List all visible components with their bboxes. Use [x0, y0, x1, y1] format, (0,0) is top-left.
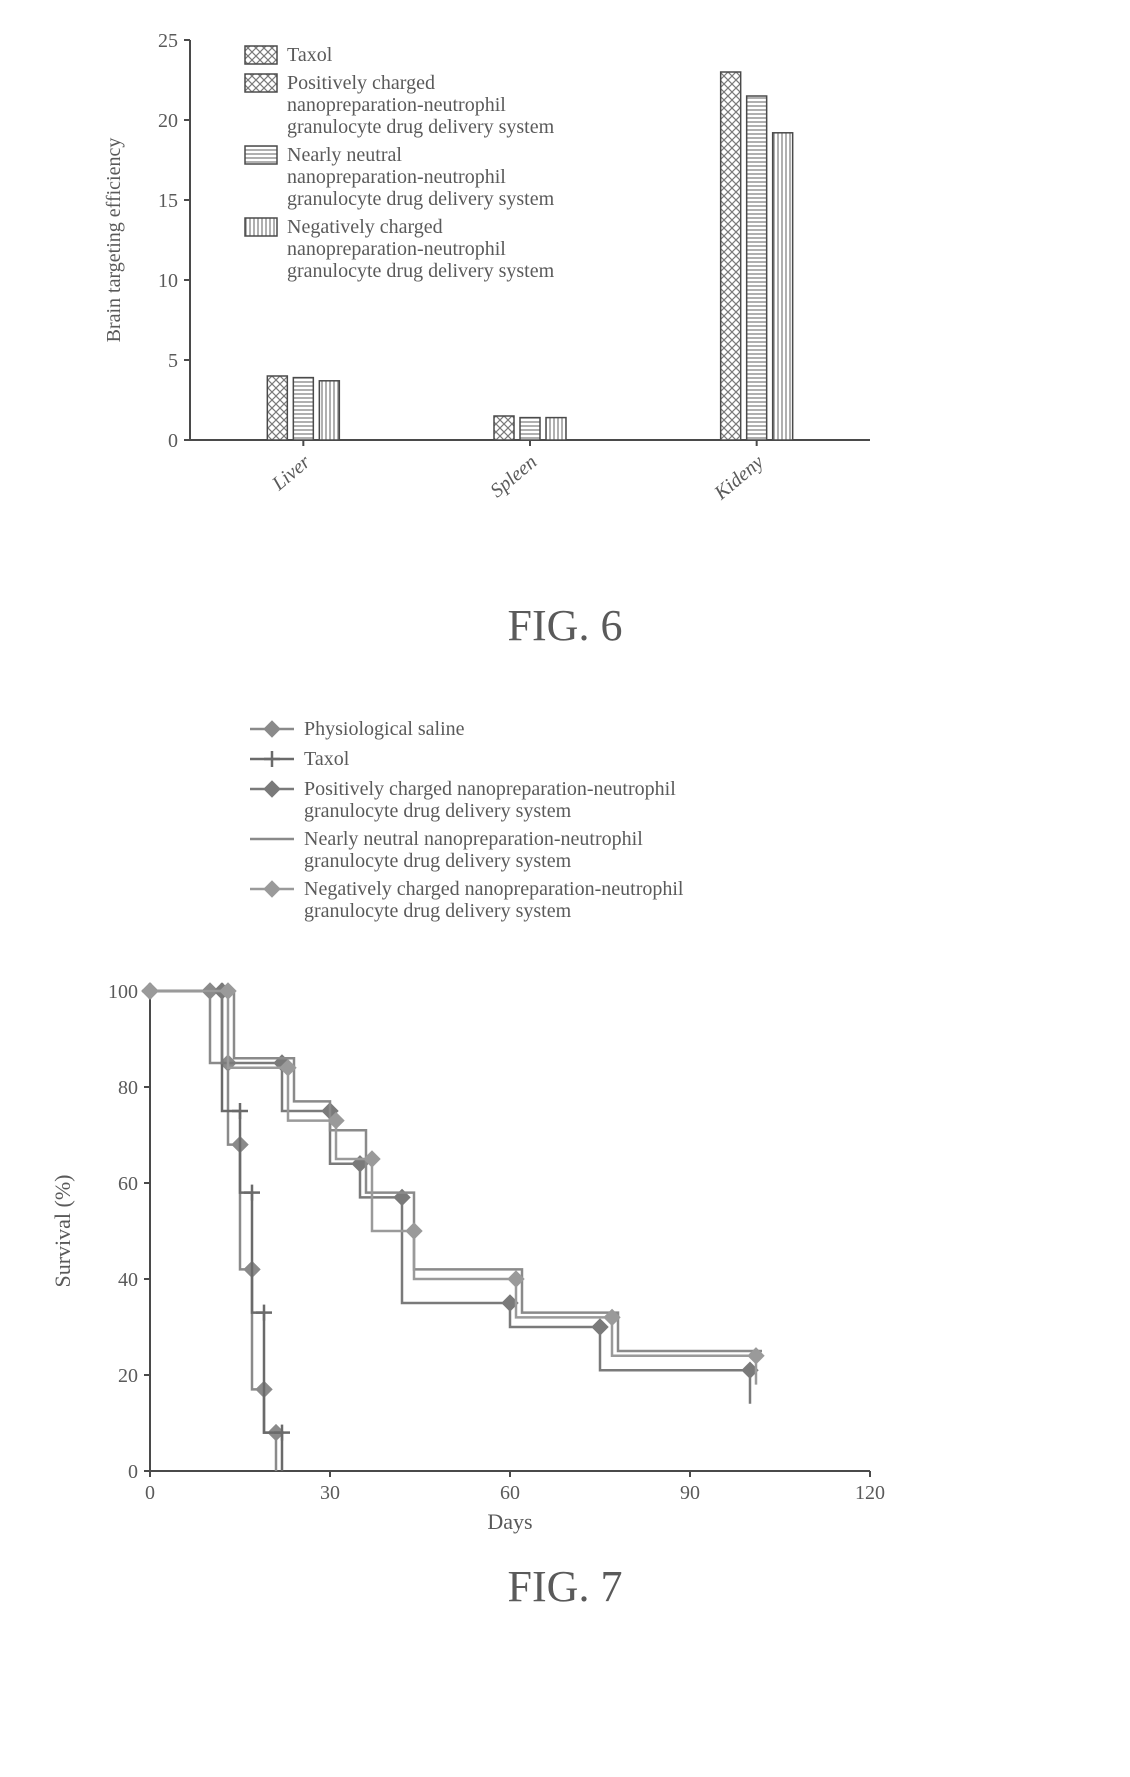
svg-text:granulocyte drug delivery syst: granulocyte drug delivery system: [287, 260, 555, 282]
figure-6: 0 5 10 15 20 25 Brain targeting efficiency Live…: [20, 20, 1110, 651]
svg-text:20: 20: [118, 1365, 138, 1387]
svg-text:60: 60: [118, 1173, 138, 1195]
svg-text:Days: Days: [487, 1509, 532, 1534]
svg-text:60: 60: [500, 1482, 520, 1504]
svg-text:100: 100: [108, 981, 138, 1003]
svg-text:Negatively charged nanoprepara: Negatively charged nanopreparation-neutr…: [304, 878, 684, 900]
svg-text:Liver: Liver: [267, 451, 314, 496]
svg-text:30: 30: [320, 1482, 340, 1504]
fig6-caption: FIG. 6: [20, 600, 1110, 651]
svg-text:Nearly neutral: Nearly neutral: [287, 144, 402, 166]
svg-text:Negatively charged: Negatively charged: [287, 216, 443, 238]
svg-text:120: 120: [855, 1482, 885, 1504]
svg-text:20: 20: [158, 110, 178, 132]
svg-text:Spleen: Spleen: [486, 451, 541, 502]
svg-text:0: 0: [168, 430, 178, 452]
svg-text:Taxol: Taxol: [287, 44, 333, 66]
svg-text:Taxol: Taxol: [304, 748, 350, 770]
svg-text:Kideny: Kideny: [710, 451, 768, 505]
svg-text:25: 25: [158, 30, 178, 52]
svg-text:15: 15: [158, 190, 178, 212]
svg-text:90: 90: [680, 1482, 700, 1504]
svg-text:5: 5: [168, 350, 178, 372]
svg-text:nanopreparation-neutrophil: nanopreparation-neutrophil: [287, 94, 506, 116]
svg-text:Positively charged nanoprepara: Positively charged nanopreparation-neutr…: [304, 778, 676, 800]
svg-text:Nearly neutral nanopreparation: Nearly neutral nanopreparation-neutrophi…: [304, 828, 643, 850]
svg-text:nanopreparation-neutrophil: nanopreparation-neutrophil: [287, 238, 506, 260]
svg-text:Brain targeting efficiency: Brain targeting efficiency: [103, 138, 125, 343]
svg-text:40: 40: [118, 1269, 138, 1291]
svg-text:Physiological saline: Physiological saline: [304, 718, 465, 740]
svg-text:0: 0: [128, 1461, 138, 1483]
svg-text:granulocyte drug delivery syst: granulocyte drug delivery system: [304, 850, 572, 872]
svg-text:granulocyte drug delivery syst: granulocyte drug delivery system: [287, 188, 555, 210]
svg-text:80: 80: [118, 1077, 138, 1099]
svg-text:10: 10: [158, 270, 178, 292]
svg-text:Positively charged: Positively charged: [287, 72, 435, 94]
svg-text:Survival (%): Survival (%): [50, 1174, 75, 1287]
fig7-chart: 0 20 40 60 80 100 0 30 60 90 120 Days Survival (%) Ph…: [20, 711, 1070, 1541]
svg-text:nanopreparation-neutrophil: nanopreparation-neutrophil: [287, 166, 506, 188]
svg-text:granulocyte drug delivery syst: granulocyte drug delivery system: [304, 800, 572, 822]
figure-7: 0 20 40 60 80 100 0 30 60 90 120 Days Survival (%) Ph…: [20, 711, 1110, 1612]
svg-text:0: 0: [145, 1482, 155, 1504]
svg-text:granulocyte drug delivery syst: granulocyte drug delivery system: [304, 900, 572, 922]
fig7-caption: FIG. 7: [20, 1561, 1110, 1612]
svg-text:granulocyte drug delivery syst: granulocyte drug delivery system: [287, 116, 555, 138]
fig6-chart: 0 5 10 15 20 25 Brain targeting efficiency Live…: [20, 20, 920, 580]
